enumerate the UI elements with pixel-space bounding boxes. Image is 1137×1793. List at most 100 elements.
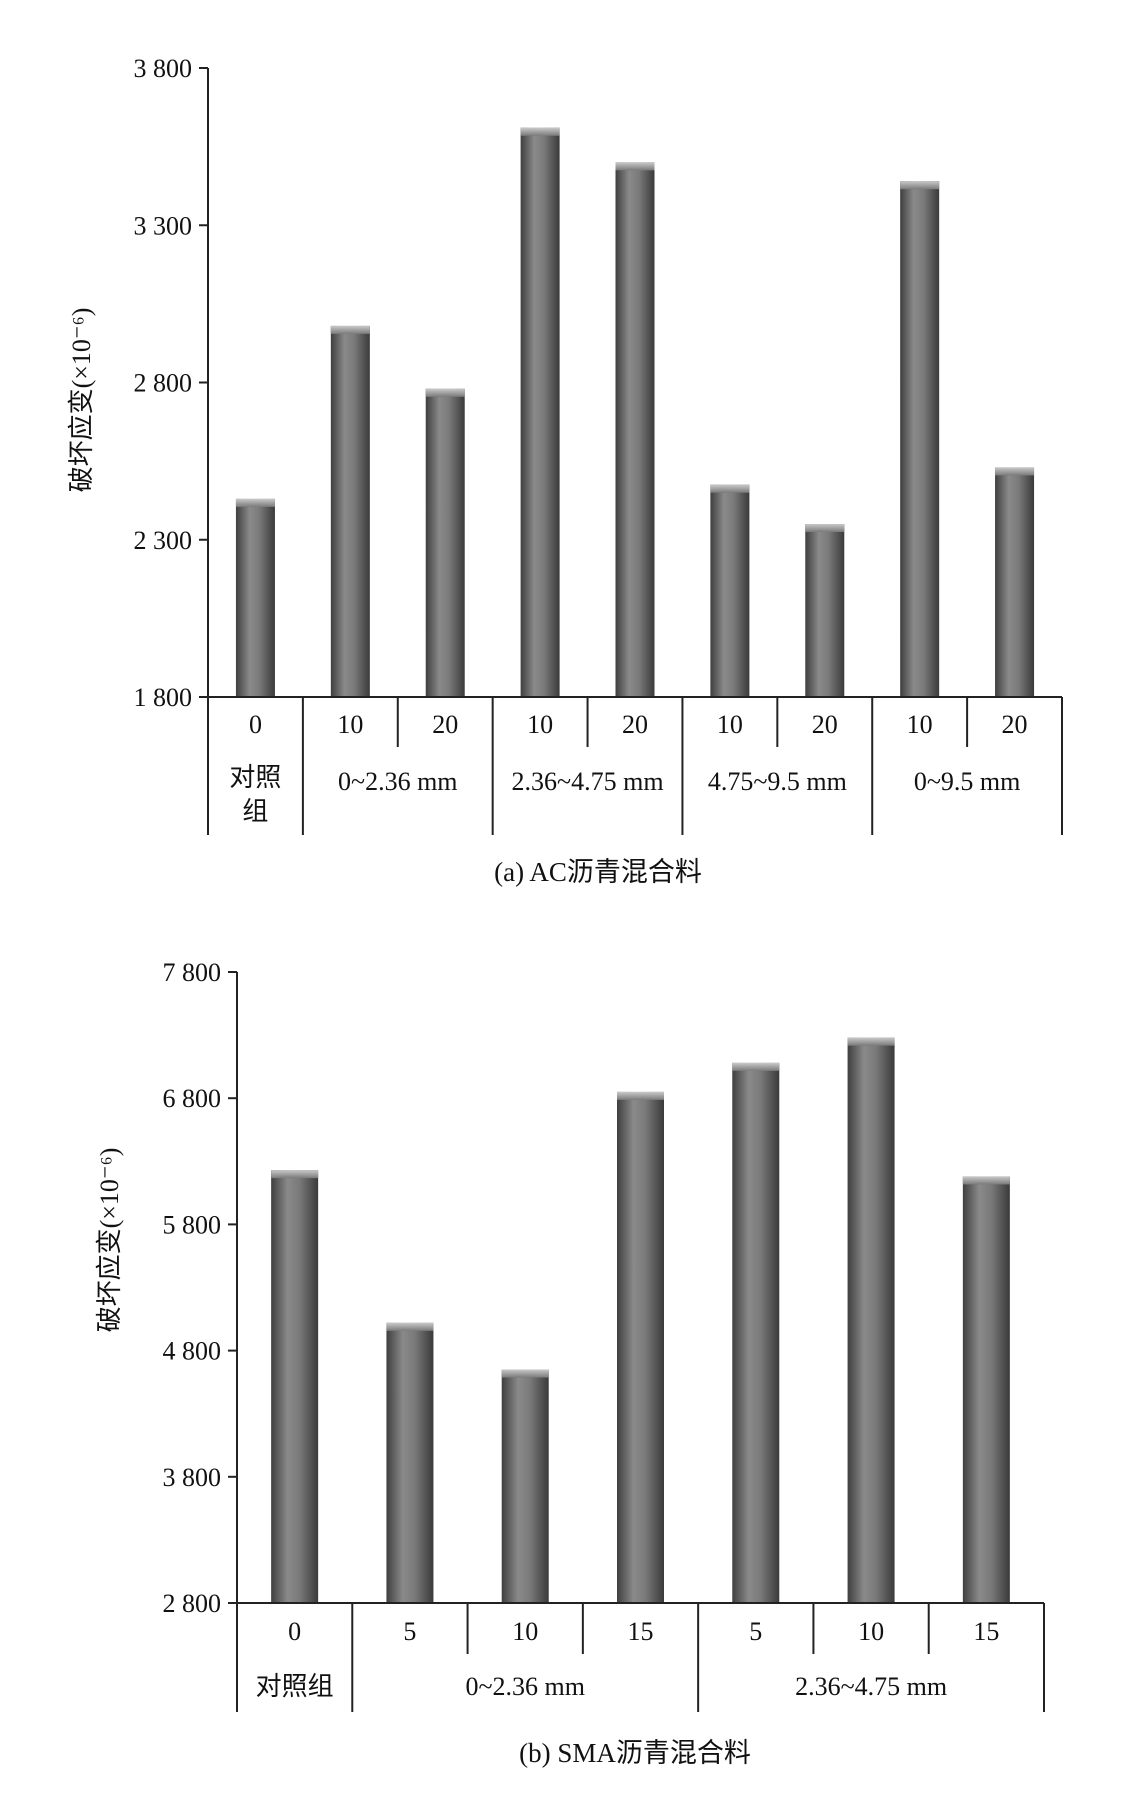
x-group-label: 对照组 — [256, 1672, 334, 1701]
bar-cap — [617, 1091, 664, 1100]
x-group-label: 0~2.36 mm — [465, 1672, 585, 1701]
bar-body — [615, 162, 655, 698]
x-category-label: 10 — [337, 710, 363, 739]
bar — [520, 127, 560, 697]
bar-body — [501, 1369, 549, 1603]
y-ticks: 1 800 2 300 2 800 3 300 3 800 — [134, 54, 208, 712]
x-group-label: 0~9.5 mm — [914, 767, 1021, 796]
bars — [235, 127, 1035, 698]
bar — [847, 1037, 895, 1603]
y-tick-label: 2 300 — [134, 526, 193, 555]
bar — [995, 467, 1035, 697]
x-group-label: 4.75~9.5 mm — [708, 767, 847, 796]
y-tick-label: 5 800 — [163, 1210, 222, 1239]
bar-cap — [386, 1322, 434, 1331]
bar-body — [732, 1062, 780, 1603]
x-group-label: 2.36~4.75 mm — [512, 767, 664, 796]
bar-cap — [962, 1176, 1010, 1185]
y-tick-label: 3 800 — [134, 54, 193, 83]
bar-body — [805, 524, 845, 697]
group-labels: 对照组 0~2.36 mm 2.36~4.75 mm 4.75~9.5 mm 0~9.5… — [229, 763, 1020, 826]
bar — [235, 498, 275, 697]
axes — [236, 972, 1045, 1712]
chart-caption: (b) SMA沥青混合料 — [519, 1738, 751, 1768]
category-labels: 0 10 20 10 20 10 20 10 20 — [249, 710, 1028, 739]
bar-cap — [995, 467, 1035, 476]
x-category-label: 5 — [403, 1617, 416, 1646]
x-category-label: 0 — [249, 710, 262, 739]
bar — [617, 1091, 664, 1603]
bar-cap — [900, 181, 940, 190]
y-axis-label: 破坏应变(×10⁻⁶) — [95, 1148, 124, 1333]
x-group-label: 0~2.36 mm — [338, 767, 458, 796]
bar-cap — [615, 162, 655, 171]
x-category-label: 10 — [907, 710, 933, 739]
chart-ac: 破坏应变(×10⁻⁶) 1 800 2 300 2 800 3 300 3 800 0 1… — [67, 54, 1063, 887]
x-category-label: 10 — [527, 710, 553, 739]
bar-body — [425, 388, 465, 697]
bar-body — [710, 484, 750, 697]
x-category-label: 5 — [749, 1617, 762, 1646]
bar — [615, 162, 655, 698]
bar-cap — [330, 325, 370, 334]
bar-cap — [520, 127, 560, 136]
bar-body — [617, 1091, 664, 1603]
group-labels: 对照组 0~2.36 mm 2.36~4.75 mm — [256, 1672, 947, 1701]
bar-body — [386, 1322, 434, 1603]
bar — [330, 325, 370, 697]
x-category-label: 0 — [288, 1617, 301, 1646]
x-category-label: 20 — [812, 710, 838, 739]
bar-body — [271, 1170, 319, 1603]
y-axis-label: 破坏应变(×10⁻⁶) — [67, 308, 96, 493]
y-tick-label: 2 800 — [163, 1589, 222, 1618]
chart-caption: (a) AC沥青混合料 — [494, 857, 702, 887]
bar-cap — [271, 1170, 319, 1179]
y-tick-label: 6 800 — [163, 1084, 222, 1113]
bar-body — [330, 325, 370, 697]
y-ticks: 2 800 3 800 4 800 5 800 6 800 7 800 — [163, 958, 237, 1618]
axes — [207, 68, 1063, 835]
bar-body — [962, 1176, 1010, 1603]
x-category-label: 10 — [717, 710, 743, 739]
x-category-label: 10 — [512, 1617, 538, 1646]
bar-cap — [501, 1369, 549, 1378]
bar-body — [235, 498, 275, 697]
bar-cap — [805, 524, 845, 533]
bar-cap — [732, 1062, 780, 1071]
bar-body — [900, 181, 940, 698]
x-group-label: 2.36~4.75 mm — [795, 1672, 947, 1701]
bar — [501, 1369, 549, 1603]
y-tick-label: 4 800 — [163, 1337, 222, 1366]
y-tick-label: 1 800 — [134, 683, 193, 712]
bars — [271, 1037, 1010, 1603]
x-category-label: 20 — [432, 710, 458, 739]
bar — [900, 181, 940, 698]
bar-cap — [235, 498, 275, 507]
bar — [386, 1322, 434, 1603]
bar-body — [520, 127, 560, 697]
bar-body — [995, 467, 1035, 697]
bar-cap — [710, 484, 750, 493]
bar-body — [847, 1037, 895, 1603]
bar-cap — [425, 388, 465, 397]
y-tick-label: 3 300 — [134, 211, 193, 240]
chart-sma: 破坏应变(×10⁻⁶) 2 800 3 800 4 800 5 800 6 800 7 8… — [95, 958, 1045, 1768]
x-category-label: 10 — [858, 1617, 884, 1646]
x-group-label: 对照组 — [229, 763, 281, 826]
x-category-label: 20 — [622, 710, 648, 739]
bar — [805, 524, 845, 697]
bar — [962, 1176, 1010, 1603]
x-category-label: 15 — [973, 1617, 999, 1646]
y-tick-label: 2 800 — [134, 369, 193, 398]
x-category-label: 15 — [628, 1617, 654, 1646]
x-category-label: 20 — [1002, 710, 1028, 739]
bar — [271, 1170, 319, 1603]
bar-cap — [847, 1037, 895, 1046]
category-labels: 0 5 10 15 5 10 15 — [288, 1617, 999, 1646]
y-tick-label: 7 800 — [163, 958, 222, 987]
bar — [710, 484, 750, 697]
bar — [425, 388, 465, 697]
bar — [732, 1062, 780, 1603]
y-tick-label: 3 800 — [163, 1463, 222, 1492]
